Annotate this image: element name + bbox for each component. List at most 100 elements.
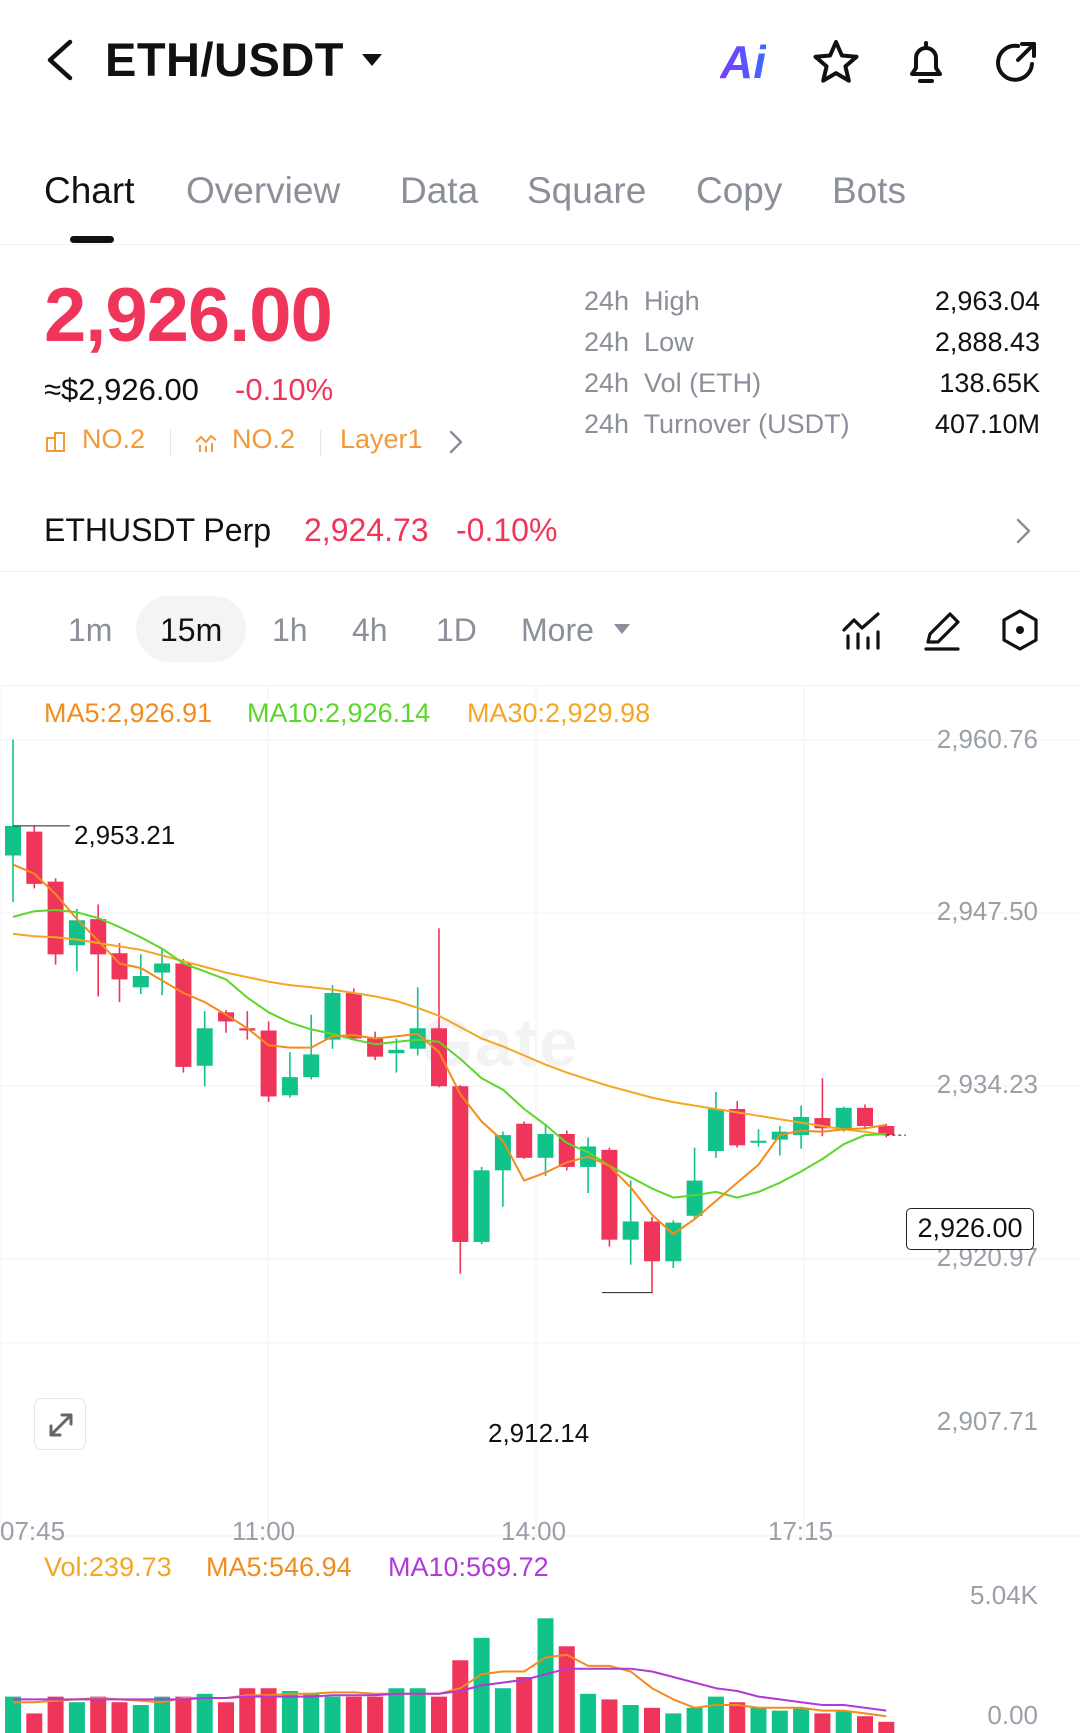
- volume-ma5-line: [13, 1653, 887, 1718]
- volume-y-tick: 5.04K: [970, 1580, 1038, 1610]
- candle-body: [729, 1108, 746, 1146]
- stat-row-high: 24h High 2,963.04: [584, 286, 1040, 326]
- candle-body: [281, 1077, 298, 1096]
- stat-value: 2,963.04: [934, 286, 1040, 316]
- stat-label: 24h Turnover (USDT): [584, 409, 850, 439]
- volume-bar: [686, 1707, 703, 1733]
- pair-title[interactable]: ETH/USDT: [105, 33, 344, 86]
- volume-bar: [90, 1696, 107, 1733]
- candle-body: [707, 1108, 724, 1152]
- candle-body: [260, 1030, 277, 1097]
- volume-bar: [644, 1707, 660, 1733]
- divider: [320, 430, 321, 456]
- candle-body: [90, 919, 107, 955]
- candle-body: [367, 1038, 384, 1057]
- volume-bar: [771, 1710, 788, 1733]
- volume-bar: [239, 1688, 256, 1733]
- chevron-right-icon[interactable]: [448, 428, 464, 456]
- stat-value: 2,888.43: [934, 327, 1040, 357]
- draw-icon[interactable]: [920, 608, 964, 652]
- volume-bar: [431, 1696, 447, 1733]
- perp-contract-row[interactable]: ETHUSDT Perp 2,924.73 -0.10%: [0, 500, 1080, 572]
- star-icon[interactable]: [812, 38, 860, 86]
- tab-overview[interactable]: Overview: [186, 170, 341, 211]
- indicator-icon[interactable]: [840, 608, 884, 652]
- interval-1m[interactable]: 1m: [68, 612, 113, 648]
- volume-bar: [707, 1696, 724, 1733]
- candle-body: [473, 1170, 490, 1242]
- chevron-right-icon[interactable]: [1014, 516, 1034, 546]
- interval-15m[interactable]: 15m: [160, 612, 223, 648]
- ma5-line: [12, 863, 887, 1235]
- tab-data[interactable]: Data: [400, 170, 479, 211]
- volume-bar: [537, 1618, 554, 1733]
- volume-bar: [345, 1696, 362, 1733]
- kline-svg[interactable]: [0, 686, 1080, 1733]
- volume-bar: [196, 1693, 213, 1733]
- volume-bar: [878, 1721, 895, 1733]
- volume-y-tick: 0.00: [987, 1700, 1038, 1730]
- volume-bar: [5, 1696, 21, 1733]
- caret-down-icon[interactable]: [614, 624, 630, 634]
- candle-body: [132, 975, 149, 988]
- candle-body: [494, 1135, 511, 1171]
- stat-row-volume: 24h Vol (ETH) 138.65K: [584, 368, 1040, 408]
- volume-bar: [111, 1702, 128, 1733]
- volume-legend: Vol:239.73: [44, 1552, 172, 1582]
- stat-value: 407.10M: [934, 409, 1040, 439]
- volume-ma5-legend: MA5:546.94: [206, 1552, 352, 1582]
- interval-4h[interactable]: 4h: [352, 612, 388, 648]
- volume-ma10-line: [13, 1667, 887, 1712]
- volume-bar: [175, 1696, 192, 1733]
- candle-body: [345, 993, 362, 1039]
- candle-body: [196, 1028, 213, 1066]
- interval-1h[interactable]: 1h: [272, 612, 308, 648]
- interval-active-pill: [136, 596, 246, 662]
- ma5-legend: MA5:2,926.91: [44, 698, 213, 728]
- caret-down-icon[interactable]: [360, 52, 384, 68]
- tab-bots[interactable]: Bots: [832, 170, 907, 211]
- x-tick: 17:15: [768, 1516, 834, 1546]
- volume-bar: [857, 1716, 873, 1733]
- ai-icon[interactable]: Ai: [720, 38, 768, 86]
- back-icon[interactable]: [40, 36, 80, 84]
- stat-row-turnover: 24h Turnover (USDT) 407.10M: [584, 409, 1040, 449]
- volume-bar: [452, 1660, 469, 1733]
- interval-1d[interactable]: 1D: [436, 612, 477, 648]
- divider: [170, 430, 171, 456]
- ai-label: Ai: [720, 36, 766, 88]
- interval-more[interactable]: More: [521, 612, 594, 648]
- volume-bar: [750, 1707, 767, 1733]
- volume-bar: [218, 1702, 234, 1733]
- volume-bar: [260, 1688, 277, 1733]
- volume-bar: [665, 1713, 682, 1733]
- volume-bar: [154, 1696, 171, 1733]
- settings-hex-icon[interactable]: [998, 608, 1042, 652]
- candle-body: [835, 1107, 852, 1130]
- ma10-line: [12, 909, 887, 1199]
- tab-square[interactable]: Square: [527, 170, 647, 211]
- volume-bar: [26, 1713, 43, 1733]
- candle-body: [324, 993, 341, 1040]
- tab-copy[interactable]: Copy: [696, 170, 783, 211]
- x-tick: 11:00: [232, 1516, 296, 1546]
- volume-bar: [793, 1707, 810, 1733]
- perp-name: ETHUSDT Perp: [44, 512, 272, 548]
- stat-label: 24h Low: [584, 327, 694, 357]
- perp-change: -0.10%: [456, 512, 558, 548]
- share-icon[interactable]: [992, 38, 1040, 86]
- interval-bar: 1m 15m 1h 4h 1D More: [0, 590, 1080, 686]
- volume-bar: [324, 1696, 341, 1733]
- candle-body: [558, 1133, 575, 1167]
- candle-body: [303, 1054, 320, 1078]
- tab-chart[interactable]: Chart: [44, 170, 135, 211]
- candle-body: [5, 825, 21, 856]
- category-tag[interactable]: Layer1: [340, 424, 423, 454]
- volume-bar: [558, 1646, 575, 1733]
- fullscreen-button[interactable]: [34, 1398, 86, 1450]
- last-price-marker: 2,926.00: [906, 1208, 1034, 1250]
- kline-chart[interactable]: Gate MA5:2,926.91 MA10:2,926.14 MA30:2,9…: [0, 686, 1080, 1733]
- volume-bar: [409, 1688, 426, 1733]
- price-change: -0.10%: [235, 372, 334, 407]
- bell-icon[interactable]: [902, 38, 950, 86]
